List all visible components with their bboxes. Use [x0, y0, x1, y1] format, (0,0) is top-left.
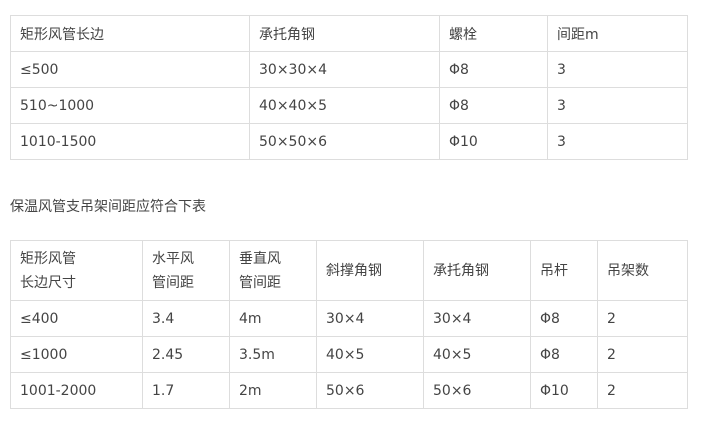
- header-cell: 斜撑角钢: [316, 240, 424, 301]
- table-cell: 2: [597, 372, 688, 409]
- table-cell: 2: [597, 300, 688, 337]
- table-cell: 40×5: [423, 336, 531, 373]
- table-cell: 50×6: [423, 372, 531, 409]
- header-line: 管间距: [239, 274, 281, 291]
- table-cell: 40×5: [316, 336, 424, 373]
- table-cell: 510~1000: [10, 87, 250, 124]
- table-row: 510~1000 40×40×5 Φ8 3: [10, 87, 688, 124]
- header-line: 长边尺寸: [20, 274, 76, 291]
- table-row: ≤500 30×30×4 Φ8 3: [10, 51, 688, 88]
- table-row: 1010-1500 50×50×6 Φ10 3: [10, 123, 688, 160]
- table-cell: 30×30×4: [249, 51, 440, 88]
- table-cell: 50×6: [316, 372, 424, 409]
- table-cell: 1010-1500: [10, 123, 250, 160]
- table-cell: Φ10: [530, 372, 598, 409]
- table-cell: 3.5m: [229, 336, 317, 373]
- header-cell: 间距m: [547, 15, 688, 52]
- table-cell: 50×50×6: [249, 123, 440, 160]
- header-cell: 水平风 管间距: [142, 240, 230, 301]
- table-cell: 30×4: [316, 300, 424, 337]
- header-cell: 吊架数: [597, 240, 688, 301]
- table-header-row: 矩形风管长边 承托角钢 螺栓 间距m: [10, 15, 688, 52]
- header-cell: 垂直风 管间距: [229, 240, 317, 301]
- table-cell: 3: [547, 87, 688, 124]
- table-cell: Φ8: [439, 87, 548, 124]
- table-cell: ≤1000: [10, 336, 143, 373]
- table-cell: 2: [597, 336, 688, 373]
- header-cell: 矩形风管长边: [10, 15, 250, 52]
- section-caption: 保温风管支吊架间距应符合下表: [10, 199, 206, 215]
- table-cell: 1001-2000: [10, 372, 143, 409]
- table-cell: 2.45: [142, 336, 230, 373]
- header-line: 管间距: [152, 274, 194, 291]
- table-cell: 1.7: [142, 372, 230, 409]
- table-cell: ≤500: [10, 51, 250, 88]
- table-cell: 3.4: [142, 300, 230, 337]
- table-cell: Φ10: [439, 123, 548, 160]
- table-row: ≤1000 2.45 3.5m 40×5 40×5 Φ8 2: [10, 336, 688, 373]
- insulated-duct-support-table: 矩形风管 长边尺寸 水平风 管间距 垂直风 管间距 斜撑角钢 承托角钢 吊杆 吊架数 …: [10, 240, 688, 409]
- table-row: 1001-2000 1.7 2m 50×6 50×6 Φ10 2: [10, 372, 688, 409]
- table-header-row: 矩形风管长边尺寸 水平风管间距 垂直风管间距 斜撑角钢 承托角钢 吊杆 吊架数: [10, 240, 688, 301]
- hanger-spacing-table: 矩形风管长边 承托角钢 螺栓 间距m ≤500 30×30×4 Φ8 3 510…: [10, 15, 688, 160]
- table-cell: Φ8: [439, 51, 548, 88]
- table-row: ≤400 3.4 4m 30×4 30×4 Φ8 2: [10, 300, 688, 337]
- table-cell: Φ8: [530, 300, 598, 337]
- header-cell: 承托角钢: [249, 15, 440, 52]
- table-cell: 3: [547, 51, 688, 88]
- header-line: 矩形风管: [20, 250, 76, 267]
- header-line: 水平风: [152, 250, 194, 267]
- table-cell: 30×4: [423, 300, 531, 337]
- header-cell: 吊杆: [530, 240, 598, 301]
- header-line: 垂直风: [239, 250, 281, 267]
- header-cell: 承托角钢: [423, 240, 531, 301]
- header-cell: 螺栓: [439, 15, 548, 52]
- table-cell: 4m: [229, 300, 317, 337]
- table-cell: 3: [547, 123, 688, 160]
- table-cell: Φ8: [530, 336, 598, 373]
- header-cell: 矩形风管 长边尺寸: [10, 240, 143, 301]
- table-cell: ≤400: [10, 300, 143, 337]
- table-cell: 2m: [229, 372, 317, 409]
- table-cell: 40×40×5: [249, 87, 440, 124]
